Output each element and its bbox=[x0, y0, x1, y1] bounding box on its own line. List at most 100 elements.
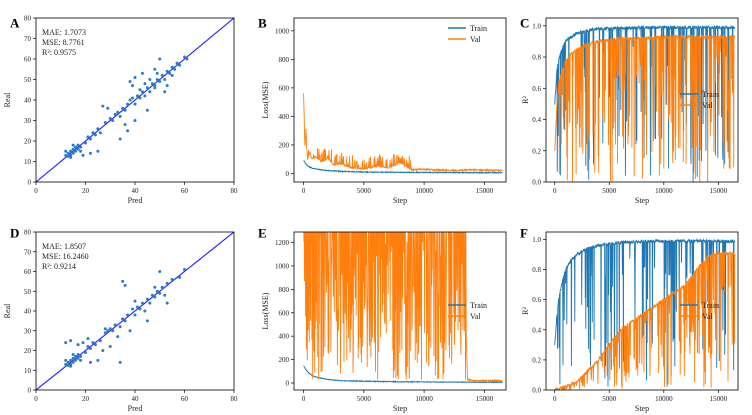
data-point bbox=[165, 69, 169, 73]
data-point bbox=[135, 94, 139, 98]
series-line-train bbox=[554, 237, 736, 387]
y-tick-label: 0.2 bbox=[532, 356, 541, 364]
series-line-train bbox=[303, 365, 503, 384]
data-point bbox=[128, 329, 132, 333]
x-tick-label: 10000 bbox=[415, 395, 433, 403]
data-point bbox=[76, 352, 80, 356]
stat-line-1: MAE: 1.8507 bbox=[42, 242, 86, 251]
data-point bbox=[168, 71, 172, 75]
legend-label: Train bbox=[702, 301, 719, 310]
x-tick-label: 0 bbox=[34, 395, 38, 403]
y-axis-label: Real bbox=[3, 92, 12, 107]
y-axis-label: Real bbox=[3, 303, 12, 318]
data-point bbox=[88, 151, 92, 155]
x-tick-label: 15000 bbox=[710, 395, 728, 403]
data-point bbox=[133, 102, 137, 106]
panel-label: D bbox=[10, 226, 19, 241]
data-point bbox=[175, 61, 179, 65]
y-tick-label: 0 bbox=[28, 179, 32, 187]
y-tick-label: 20 bbox=[24, 138, 32, 146]
data-point bbox=[88, 137, 92, 141]
data-point bbox=[84, 350, 87, 354]
y-tick-label: 600 bbox=[279, 309, 290, 317]
data-point bbox=[138, 96, 142, 100]
data-point bbox=[128, 80, 132, 84]
data-point bbox=[158, 291, 162, 295]
data-point bbox=[170, 65, 174, 69]
data-point bbox=[138, 307, 142, 311]
data-point bbox=[145, 108, 149, 112]
data-point bbox=[69, 153, 73, 157]
data-point bbox=[158, 80, 162, 84]
data-point bbox=[183, 55, 186, 59]
data-point bbox=[135, 305, 139, 309]
data-point bbox=[79, 145, 83, 149]
data-point bbox=[69, 155, 73, 159]
x-tick-label: 5000 bbox=[602, 187, 617, 195]
data-point bbox=[76, 147, 80, 151]
data-point bbox=[91, 341, 95, 345]
data-point bbox=[145, 319, 149, 323]
x-tick-label: 5000 bbox=[357, 187, 372, 195]
legend-label: Val bbox=[702, 312, 713, 321]
x-axis-label: Pred bbox=[128, 404, 143, 413]
y-tick-label: 0.8 bbox=[532, 266, 541, 274]
data-point bbox=[69, 364, 73, 368]
plot-area bbox=[303, 232, 503, 384]
data-point bbox=[71, 143, 75, 147]
data-point bbox=[71, 356, 75, 360]
panel-label: C bbox=[520, 16, 529, 31]
y-axis-label: R² bbox=[521, 96, 530, 104]
data-point bbox=[106, 106, 110, 110]
data-point bbox=[123, 108, 127, 112]
data-point bbox=[155, 71, 159, 75]
y-tick-label: 1.0 bbox=[532, 22, 541, 30]
y-tick-label: 30 bbox=[24, 327, 32, 335]
data-point bbox=[173, 67, 177, 71]
stat-line-1: MAE: 1.7073 bbox=[42, 28, 86, 37]
data-point bbox=[148, 90, 152, 94]
data-point bbox=[103, 121, 107, 125]
data-point bbox=[64, 149, 68, 153]
y-tick-label: 1000 bbox=[275, 262, 290, 270]
x-tick-label: 0 bbox=[302, 187, 306, 195]
y-tick-label: 0.6 bbox=[532, 296, 541, 304]
chart-panel-d: D 0 20 40 60 80 0 10 20 30 40 50 60 70 80 Pred Real MAE: … bbox=[3, 226, 238, 413]
data-point bbox=[118, 137, 122, 141]
legend-label: Val bbox=[702, 101, 713, 110]
identity-line bbox=[36, 232, 234, 390]
x-tick-label: 0 bbox=[553, 395, 557, 403]
chart-panel-f: F 0 5000 10000 15000 0.0 0.2 0.4 0.6 0.8 1.0 Step R²… bbox=[520, 226, 739, 413]
data-point bbox=[145, 86, 149, 90]
axes-frame bbox=[293, 231, 507, 391]
data-point bbox=[71, 147, 75, 151]
identity-line bbox=[36, 18, 234, 182]
x-tick-label: 15000 bbox=[476, 395, 494, 403]
data-point bbox=[131, 307, 135, 311]
data-point bbox=[64, 362, 68, 366]
data-point bbox=[86, 345, 90, 349]
data-point bbox=[84, 141, 87, 145]
axes-frame bbox=[545, 17, 739, 183]
data-point bbox=[66, 154, 70, 158]
data-point bbox=[133, 119, 137, 122]
data-point bbox=[183, 268, 186, 272]
data-point bbox=[163, 90, 167, 94]
x-tick-label: 5000 bbox=[602, 395, 617, 403]
data-point bbox=[160, 73, 164, 77]
data-point bbox=[131, 96, 135, 100]
data-point bbox=[143, 94, 147, 98]
data-point bbox=[133, 313, 137, 317]
data-point bbox=[158, 57, 162, 61]
x-tick-label: 0 bbox=[553, 187, 557, 195]
data-point bbox=[91, 131, 95, 135]
data-point bbox=[103, 327, 107, 331]
plot-area bbox=[554, 237, 736, 390]
panel-label: E bbox=[258, 226, 267, 241]
series-line-val bbox=[303, 232, 503, 383]
data-point bbox=[101, 104, 105, 108]
data-point bbox=[111, 329, 115, 333]
y-tick-label: 50 bbox=[24, 288, 32, 296]
data-point bbox=[118, 360, 122, 364]
x-tick-label: 60 bbox=[181, 395, 189, 403]
